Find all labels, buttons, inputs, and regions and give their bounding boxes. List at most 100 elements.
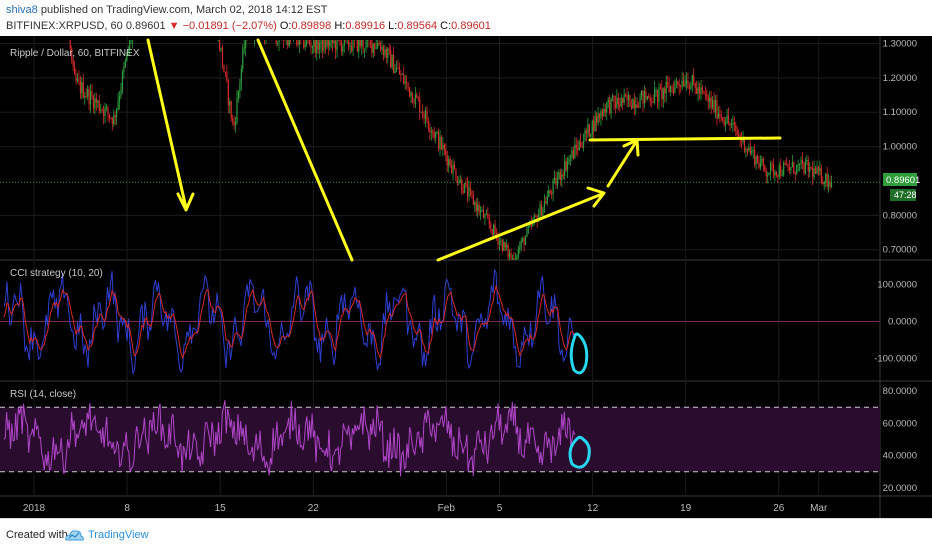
rsi-pane[interactable]	[0, 400, 880, 477]
candle-body	[224, 72, 226, 73]
candle-body	[506, 245, 508, 248]
x-tick-label: 22	[308, 503, 320, 514]
candle-body	[787, 164, 789, 168]
candle-body	[596, 115, 598, 124]
candle-body	[516, 256, 518, 260]
candle-body	[243, 47, 245, 49]
tradingview-link[interactable]: TradingView	[88, 529, 149, 541]
candle-body	[564, 161, 566, 176]
candle-body	[426, 110, 428, 121]
candle-body	[610, 97, 612, 114]
price-pane[interactable]	[69, 38, 833, 262]
cci-pane[interactable]	[3, 268, 589, 375]
price-change: −0.01891 (−2.07%)	[182, 20, 277, 32]
candle-body	[817, 166, 820, 172]
candle-body	[761, 158, 763, 164]
candle-body	[707, 96, 709, 102]
candle-body	[775, 171, 777, 176]
candle-body	[584, 130, 586, 142]
candle-body	[375, 47, 377, 49]
candle-body	[645, 91, 647, 100]
chart-svg[interactable]: 201881522Feb5121926Mar12191.300001.20000…	[0, 36, 932, 518]
candle-body	[729, 122, 731, 126]
candle-body	[379, 45, 382, 50]
candle-body	[613, 95, 615, 102]
candle-body	[335, 40, 337, 51]
candle-body	[406, 81, 408, 83]
candle-body	[495, 233, 498, 237]
candle-body	[436, 132, 438, 134]
candle-body	[462, 190, 464, 193]
candle-body	[672, 87, 675, 93]
candle-body	[449, 158, 451, 167]
candle-body	[349, 46, 351, 47]
candle-body	[226, 72, 228, 81]
candle-body	[590, 134, 592, 137]
candle-body	[629, 95, 631, 107]
candle-body	[509, 252, 511, 257]
candle-body	[324, 40, 327, 48]
candle-body	[414, 94, 416, 104]
candle-body	[108, 113, 110, 118]
candle-body	[310, 43, 312, 48]
candle-body	[88, 88, 90, 105]
candle-body	[236, 97, 238, 122]
chart-header: shiva8 published on TradingView.com, Mar…	[0, 0, 932, 36]
candle-body	[527, 226, 530, 229]
candle-body	[781, 174, 783, 176]
candle-body	[117, 101, 119, 109]
candle-body	[668, 85, 670, 92]
candle-body	[762, 158, 764, 166]
candle-body	[507, 245, 509, 257]
candle-body	[232, 118, 234, 122]
candle-body	[326, 40, 328, 48]
candle-body	[774, 171, 776, 176]
low-value: 0.89564	[397, 20, 438, 32]
candle-body	[234, 121, 237, 126]
candle-body	[340, 41, 342, 52]
candle-body	[461, 179, 463, 191]
candle-body	[478, 204, 480, 213]
candle-body	[71, 48, 73, 60]
candle-body	[640, 90, 643, 97]
candle-body	[229, 101, 231, 106]
last-price: 0.89601	[125, 20, 166, 32]
candle-body	[551, 192, 553, 194]
candle-body	[709, 97, 711, 102]
candle-body	[646, 96, 648, 100]
candle-body	[535, 215, 537, 217]
candle-body	[800, 159, 802, 164]
candle-body	[677, 81, 679, 85]
candle-body	[533, 215, 535, 221]
chart-canvas[interactable]: 201881522Feb5121926Mar12191.300001.20000…	[0, 36, 932, 518]
candle-body	[69, 40, 71, 49]
open-value: 0.89898	[291, 20, 332, 32]
candle-body	[816, 166, 818, 174]
candle-body	[778, 165, 780, 177]
candle-body	[397, 67, 399, 69]
candle-body	[719, 113, 721, 117]
candle-body	[703, 90, 705, 94]
candle-body	[810, 167, 812, 168]
candle-body	[306, 40, 308, 45]
candle-body	[348, 40, 350, 47]
candle-body	[723, 120, 725, 125]
candle-body	[107, 106, 109, 114]
candle-body	[671, 86, 673, 88]
close-label: C:	[440, 20, 452, 32]
candle-body	[567, 162, 569, 171]
candle-body	[429, 127, 431, 133]
candle-body	[632, 99, 634, 109]
rsi-tick-label: 20.0000	[883, 483, 917, 494]
author-link[interactable]: shiva8	[6, 4, 38, 16]
candle-body	[242, 48, 244, 69]
candle-body	[568, 158, 570, 163]
low-label: L:	[388, 20, 398, 32]
candle-body	[710, 97, 712, 108]
candle-body	[330, 40, 332, 42]
candle-body	[604, 108, 606, 113]
candle-body	[79, 80, 81, 93]
candle-body	[384, 49, 386, 56]
candle-body	[432, 131, 434, 133]
candle-body	[287, 40, 289, 46]
